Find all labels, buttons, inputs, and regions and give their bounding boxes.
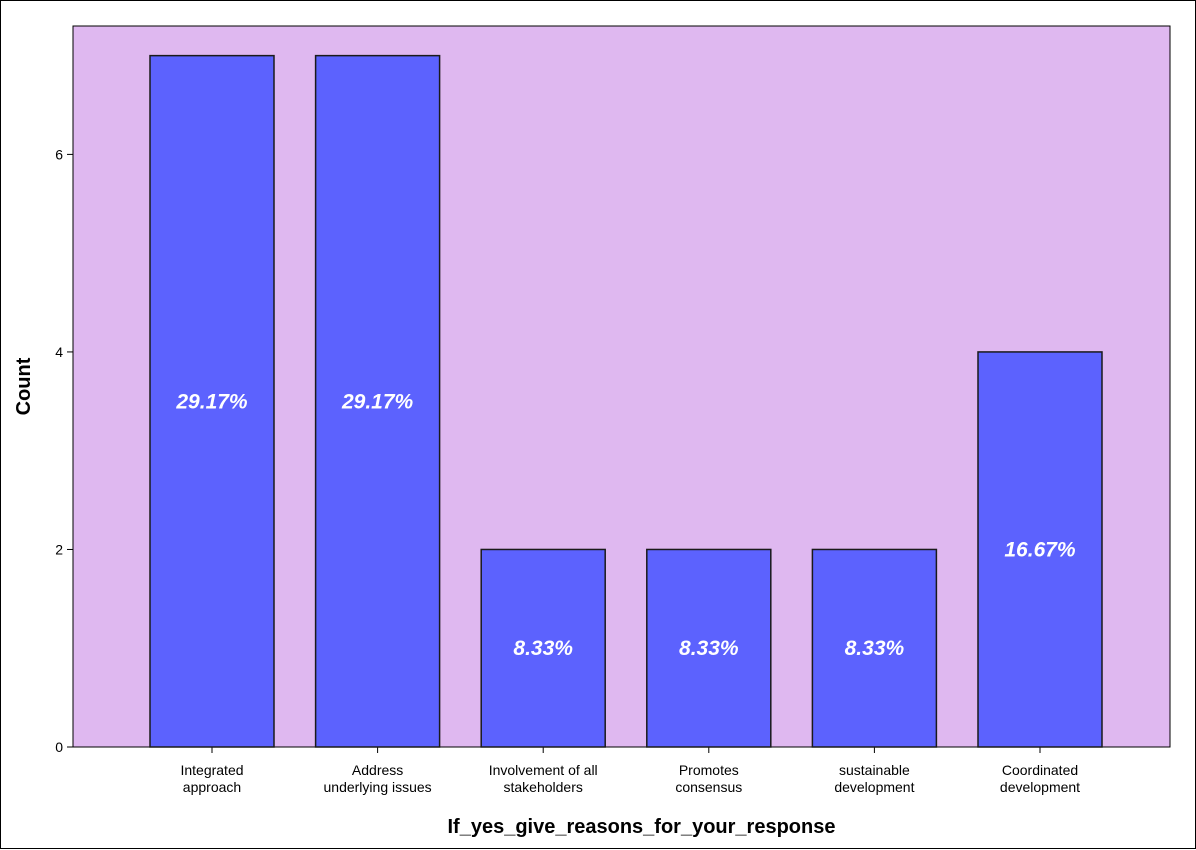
data-label: 8.33% — [679, 637, 739, 660]
y-tick-label: 4 — [55, 344, 63, 360]
x-axis — [211, 747, 1041, 753]
bar — [480, 548, 606, 748]
category-label: sustainable development — [834, 762, 914, 795]
bar — [811, 548, 938, 748]
data-label: 8.33% — [513, 637, 573, 660]
bars — [149, 54, 1103, 748]
bar — [977, 351, 1103, 748]
category-label: Promotes consensus — [675, 762, 742, 795]
data-label: 8.33% — [845, 637, 905, 660]
data-label: 29.17% — [175, 390, 248, 413]
category-label: Coordinated development — [1000, 762, 1080, 795]
category-label: Integrated approach — [180, 762, 243, 795]
bar — [149, 54, 275, 748]
y-tick-label: 2 — [55, 541, 63, 557]
y-axis-title: Count — [13, 357, 35, 415]
y-tick-label: 6 — [55, 146, 63, 162]
bar — [314, 54, 441, 748]
category-label: Address underlying issues — [324, 762, 432, 795]
data-label: 29.17% — [341, 390, 414, 413]
data-label: 16.67% — [1004, 538, 1076, 561]
category-labels: Integrated approach Address underlying issu… — [180, 762, 1080, 795]
x-axis-title: If_yes_give_reasons_for_your_response — [448, 816, 836, 838]
data-labels: 29.17% 29.17% 8.33% 8.33% 8.33% 16.67% — [175, 390, 1076, 660]
category-label: Involvement of all stakeholders — [489, 762, 598, 795]
bar — [646, 548, 772, 748]
y-tick-label: 0 — [55, 739, 63, 755]
y-axis: 0 2 4 6 — [55, 146, 73, 755]
